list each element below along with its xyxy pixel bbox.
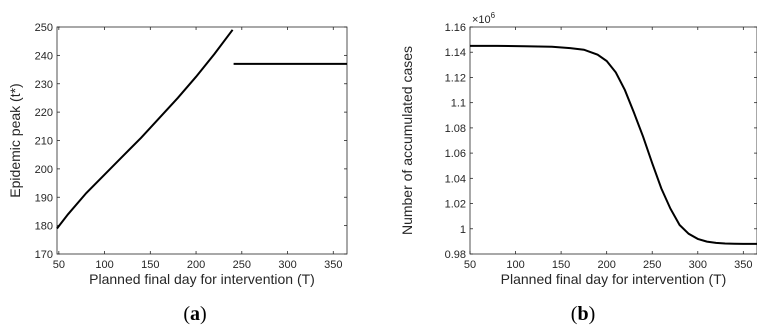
x-tick-label: 200 bbox=[597, 259, 615, 271]
y-tick-label: 1.16 bbox=[445, 22, 466, 34]
y-axis-multiplier: ×106 bbox=[472, 11, 496, 26]
series-line-segment-1 bbox=[470, 44, 757, 245]
y-tick-label: 1.12 bbox=[445, 72, 466, 84]
x-tick-label: 200 bbox=[187, 259, 205, 271]
plot-frame bbox=[56, 26, 348, 255]
y-tick-label: 1 bbox=[460, 224, 466, 236]
y-tick-label: 200 bbox=[35, 164, 53, 176]
x-tick-label: 150 bbox=[141, 259, 159, 271]
x-axis-title: Planned final day for intervention (T) bbox=[501, 271, 727, 287]
y-tick-label: 210 bbox=[35, 136, 53, 148]
y-tick-label: 1.14 bbox=[445, 47, 466, 59]
y-tick-label: 1.1 bbox=[451, 98, 466, 110]
x-tick-label: 50 bbox=[53, 259, 65, 271]
panel-label-a: (a) bbox=[183, 303, 206, 325]
y-axis-title: Epidemic peak (t*) bbox=[7, 83, 23, 197]
plot-frame bbox=[469, 26, 757, 255]
y-tick-label: 1.08 bbox=[445, 123, 466, 135]
y-tick-label: 0.98 bbox=[445, 249, 466, 261]
x-tick-label: 350 bbox=[734, 259, 752, 271]
chart-accumulated-cases: 50 100 150 200 250 300 350 0.98 1 1.02 1.04 1.06 1.0… bbox=[399, 11, 757, 287]
x-axis-title: Planned final day for intervention (T) bbox=[89, 271, 315, 287]
y-axis-title: Number of accumulated cases bbox=[399, 46, 415, 235]
y-tick-label: 240 bbox=[35, 50, 53, 62]
y-tick-label: 1.02 bbox=[445, 199, 466, 211]
y-tick-label: 220 bbox=[35, 107, 53, 119]
x-tick-label: 250 bbox=[643, 259, 661, 271]
panel-label-b: (b) bbox=[571, 303, 595, 325]
x-tick-label: 100 bbox=[95, 259, 113, 271]
x-tick-label: 100 bbox=[506, 259, 524, 271]
x-tick-label: 300 bbox=[278, 259, 296, 271]
y-tick-label: 1.04 bbox=[445, 173, 466, 185]
y-tick-label: 180 bbox=[35, 221, 53, 233]
x-tick-label: 150 bbox=[552, 259, 570, 271]
x-tick-label: 250 bbox=[233, 259, 251, 271]
chart-epidemic-peak: 50 100 150 200 250 300 350 170 180 190 200 210 220 23… bbox=[7, 22, 348, 287]
y-tick-label: 170 bbox=[35, 249, 53, 261]
x-tick-label: 350 bbox=[324, 259, 342, 271]
x-tick-label: 300 bbox=[689, 259, 707, 271]
y-tick-label: 190 bbox=[35, 192, 53, 204]
y-tick-label: 230 bbox=[35, 79, 53, 91]
x-tick-label: 50 bbox=[464, 259, 476, 271]
y-tick-label: 250 bbox=[35, 22, 53, 34]
y-tick-label: 1.06 bbox=[445, 148, 466, 160]
series-line-segment-1 bbox=[56, 29, 234, 230]
